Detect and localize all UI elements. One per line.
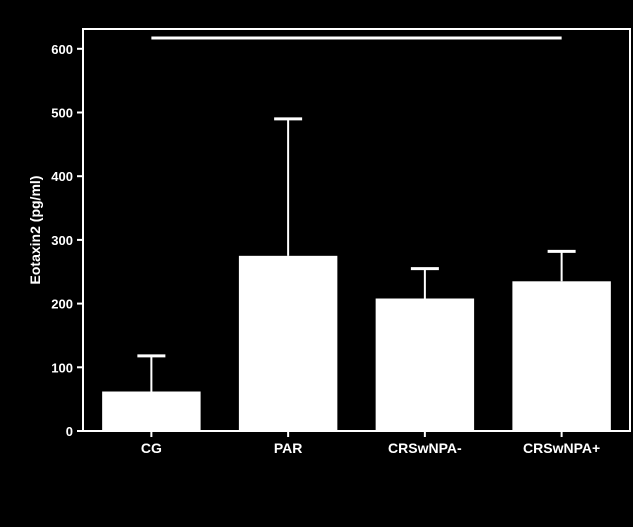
x-axis: CG PAR CRSwNPA- CRSwNPA+ [141,431,600,456]
x-tick-label: CRSwNPA- [388,440,462,456]
bar-cg [102,391,201,431]
bar-par [238,255,338,431]
x-tick-label: CRSwNPA+ [523,440,600,456]
y-tick-label: 500 [51,106,73,121]
y-tick-label: 0 [66,424,73,439]
y-axis-title: Eotaxin2 (pg/ml) [27,176,43,285]
y-tick-label: 200 [51,297,73,312]
y-tick-label: 100 [51,360,73,375]
y-tick-label: 600 [51,42,73,57]
x-tick-label: PAR [274,440,303,456]
bar-crswnpa- [375,298,475,431]
x-tick-label: CG [141,440,162,456]
y-tick-label: 300 [51,233,73,248]
bar-crswnpa- [512,281,611,431]
bars-group [102,117,611,431]
plot-frame [82,28,631,432]
y-tick-label: 400 [51,169,73,184]
y-axis: 0 100 200 300 400 500 600 [51,42,83,439]
